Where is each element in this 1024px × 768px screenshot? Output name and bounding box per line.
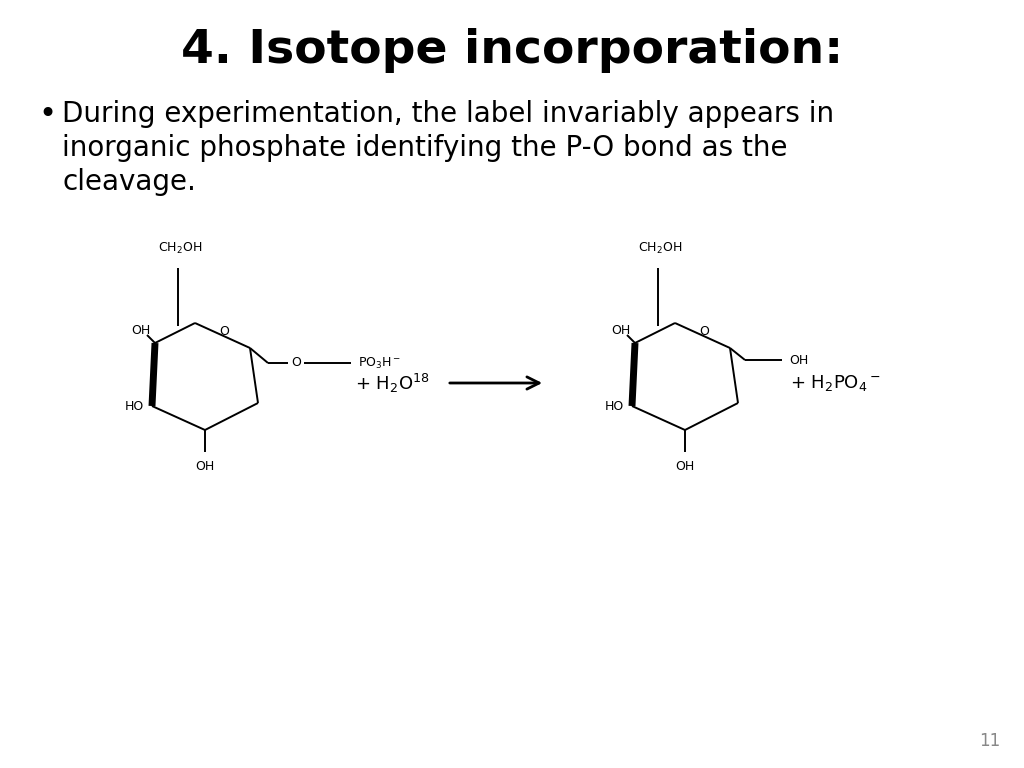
Text: OH: OH [790, 353, 808, 366]
Text: + H$_2$O$^{18}$: + H$_2$O$^{18}$ [355, 372, 430, 395]
Text: O: O [219, 325, 229, 338]
Text: OH: OH [610, 325, 630, 337]
Text: HO: HO [605, 399, 624, 412]
Text: CH$_2$OH: CH$_2$OH [158, 241, 202, 256]
Text: cleavage.: cleavage. [62, 168, 196, 196]
Text: PO$_3$H$^-$: PO$_3$H$^-$ [358, 356, 401, 370]
Text: HO: HO [125, 399, 144, 412]
Text: OH: OH [196, 460, 215, 473]
Text: OH: OH [131, 325, 150, 337]
Text: 4. Isotope incorporation:: 4. Isotope incorporation: [181, 28, 843, 73]
Text: During experimentation, the label invariably appears in: During experimentation, the label invari… [62, 100, 835, 128]
Text: 11: 11 [979, 732, 1000, 750]
Text: + H$_2$PO$_4$$^-$: + H$_2$PO$_4$$^-$ [790, 373, 881, 393]
Text: O: O [291, 356, 301, 369]
Text: O: O [699, 325, 710, 338]
Text: inorganic phosphate identifying the P-O bond as the: inorganic phosphate identifying the P-O … [62, 134, 787, 162]
Text: OH: OH [676, 460, 694, 473]
Text: CH$_2$OH: CH$_2$OH [638, 241, 682, 256]
Text: •: • [38, 100, 56, 129]
